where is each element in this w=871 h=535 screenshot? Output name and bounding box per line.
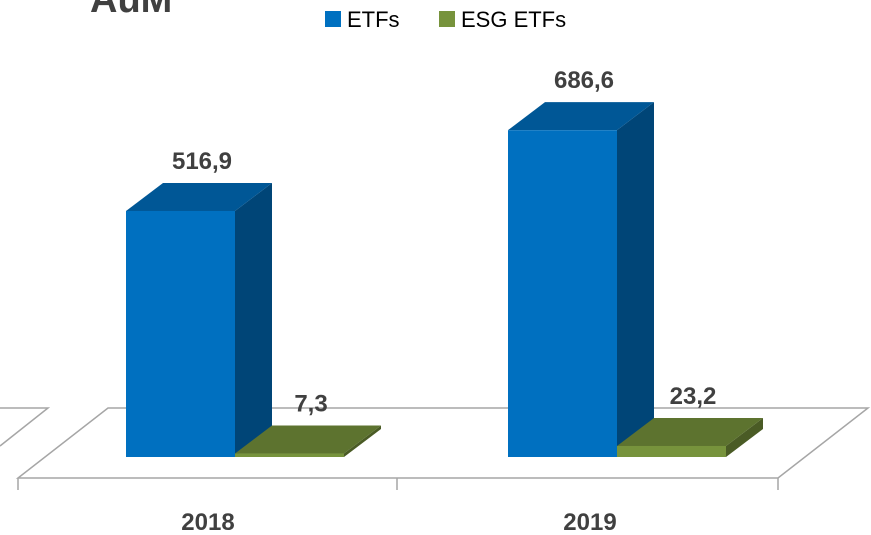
bar-top <box>235 425 381 454</box>
legend-label: ESG ETFs <box>461 7 566 32</box>
bar <box>508 130 617 457</box>
bar-side <box>344 425 381 457</box>
data-label: 7,3 <box>294 391 327 418</box>
chart-title: AuM <box>90 0 172 21</box>
bar-top <box>508 102 654 131</box>
bar <box>235 453 344 457</box>
bar-top <box>617 417 763 446</box>
bar-top <box>126 182 272 211</box>
bar-side <box>726 417 763 457</box>
bar <box>617 445 726 457</box>
bar-side <box>617 102 654 457</box>
legend-label: ETFs <box>347 7 400 32</box>
floor-plane <box>15 407 871 479</box>
x-tick-label: 2018 <box>181 509 234 535</box>
floor <box>0 407 871 490</box>
data-label: 686,6 <box>554 67 614 94</box>
bar-side <box>235 182 272 457</box>
data-label: 516,9 <box>172 148 232 175</box>
floor-edge <box>0 407 51 447</box>
x-tick-label: 2019 <box>563 509 616 535</box>
bar <box>126 210 235 457</box>
legend-swatch <box>439 11 455 27</box>
data-label: 23,2 <box>670 383 717 410</box>
legend-swatch <box>325 11 341 27</box>
